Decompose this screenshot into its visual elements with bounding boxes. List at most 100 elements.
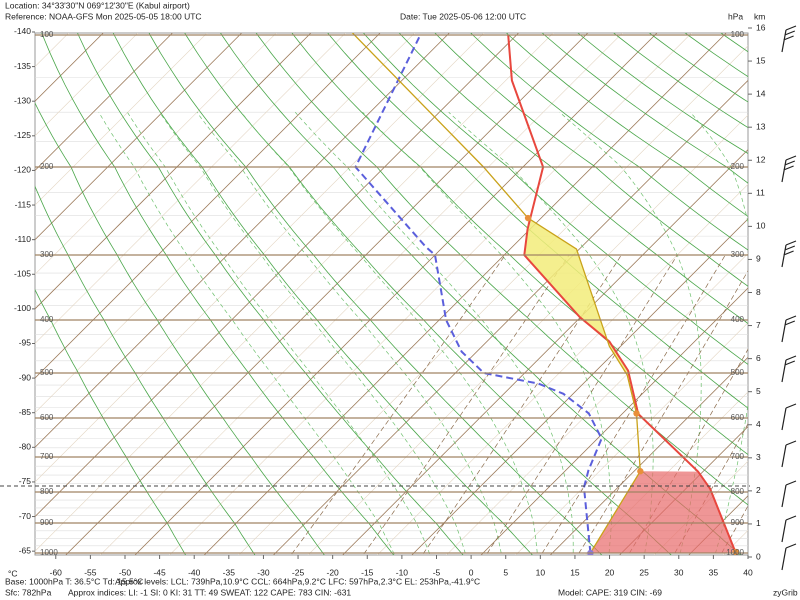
x-tick-label: 5 bbox=[503, 567, 508, 577]
y2-tick-label: 15 bbox=[756, 55, 766, 65]
isotherm bbox=[273, 79, 748, 555]
pressure-label-right: 500 bbox=[731, 368, 745, 377]
pressure-label: 300 bbox=[40, 250, 54, 259]
isotherm bbox=[238, 45, 748, 555]
x-tick-label: -55 bbox=[84, 567, 97, 577]
isotherm bbox=[35, 33, 554, 552]
isotherm bbox=[35, 33, 381, 379]
pressure-label: 200 bbox=[40, 162, 54, 171]
isotherm bbox=[35, 33, 450, 448]
y-tick-label: -110 bbox=[15, 234, 32, 244]
x-tick-label: 10 bbox=[536, 567, 546, 577]
y2-tick-label: 14 bbox=[756, 88, 766, 98]
wind-barb bbox=[781, 25, 797, 53]
y-tick-label: -140 bbox=[14, 26, 31, 36]
x-tick-label: -50 bbox=[119, 567, 132, 577]
isotherm bbox=[35, 33, 485, 483]
pressure-label-right: 900 bbox=[731, 518, 745, 527]
location: Location: 34°33'30"N 069°12'30"E (Kabul … bbox=[5, 0, 190, 10]
mixing-ratio bbox=[290, 254, 506, 555]
pressure-label: 900 bbox=[40, 518, 54, 527]
isotherm bbox=[515, 322, 748, 555]
date: Date: Tue 2025-05-06 12:00 UTC bbox=[400, 11, 526, 21]
y-tick-label: -70 bbox=[19, 511, 32, 521]
y2-tick-label: 4 bbox=[756, 419, 761, 429]
sfc-info: Sfc: 782hPa bbox=[5, 587, 52, 597]
wind-barb bbox=[781, 403, 797, 431]
profile-line bbox=[351, 33, 641, 554]
y2-tick-label: 1 bbox=[756, 518, 761, 528]
x-tick-label: 20 bbox=[605, 567, 615, 577]
level-marker bbox=[637, 468, 644, 475]
y2-tick-label: 2 bbox=[756, 485, 761, 495]
x-tick-label: -30 bbox=[257, 567, 270, 577]
y-tick-label: -135 bbox=[14, 61, 31, 71]
isotherm bbox=[35, 33, 139, 137]
y2-tick-label: 3 bbox=[756, 452, 761, 462]
isotherm bbox=[653, 460, 748, 555]
dry-adiabat bbox=[398, 33, 748, 325]
isotherm bbox=[35, 33, 346, 344]
y-tick-label: -120 bbox=[14, 165, 31, 175]
dry-adiabat bbox=[255, 33, 748, 506]
pressure-label-right: 600 bbox=[731, 413, 745, 422]
isotherm bbox=[35, 33, 519, 518]
isotherm bbox=[758, 33, 800, 555]
mixing-ratio bbox=[577, 270, 748, 555]
mixing-ratio bbox=[485, 254, 678, 555]
x-tick-label: 40 bbox=[743, 567, 753, 577]
y2-tick-label: 7 bbox=[756, 320, 761, 330]
x-tick-label: -10 bbox=[396, 567, 409, 577]
x-tick-label: -45 bbox=[153, 567, 166, 577]
isotherm bbox=[100, 33, 623, 555]
wind-barb bbox=[781, 355, 797, 383]
pressure-label: 1000 bbox=[40, 548, 58, 557]
isotherm bbox=[35, 33, 242, 241]
dry-adiabat bbox=[327, 33, 748, 409]
y2-tick-label: 6 bbox=[756, 353, 761, 363]
dry-adiabat bbox=[470, 33, 748, 251]
y2-tick-label: 11 bbox=[756, 188, 765, 198]
indices-info: Approx indices: LI: -1 SI: 0 KI: 31 TT: … bbox=[68, 587, 351, 597]
pressure-label: 600 bbox=[40, 413, 54, 422]
isotherm bbox=[35, 33, 277, 275]
dry-adiabat bbox=[434, 33, 748, 287]
y-tick-label: -125 bbox=[14, 130, 31, 140]
pressure-label: 500 bbox=[40, 368, 54, 377]
pressure-label: 700 bbox=[40, 452, 54, 461]
x-tick-label: -5 bbox=[433, 567, 441, 577]
mixing-ratio bbox=[720, 504, 748, 555]
dry-adiabat bbox=[291, 33, 748, 456]
profile-line bbox=[354, 34, 603, 554]
x-tick-label: 0 bbox=[469, 567, 474, 577]
pressure-label-right: 200 bbox=[731, 162, 745, 171]
reference: Reference: NOAA-GFS Mon 2025-05-05 18:00… bbox=[5, 11, 202, 21]
pressure-label-right: 800 bbox=[731, 487, 745, 496]
wind-barb bbox=[781, 515, 797, 543]
wind-barb bbox=[781, 543, 797, 571]
y-tick-label: -80 bbox=[19, 442, 32, 452]
x-tick-label: 35 bbox=[709, 567, 719, 577]
isotherm bbox=[480, 287, 748, 555]
x-tick-label: -60 bbox=[50, 567, 63, 577]
levels-info: Approx levels: LCL: 739hPa,10.9°C CCL: 6… bbox=[115, 576, 480, 586]
isotherm bbox=[65, 33, 589, 555]
profile-line bbox=[507, 34, 737, 554]
isotherm bbox=[203, 33, 727, 555]
y2-tick-label: 16 bbox=[756, 22, 766, 32]
wind-barbs bbox=[781, 25, 797, 571]
x-tick-label: -20 bbox=[327, 567, 340, 577]
wind-barb bbox=[781, 240, 797, 268]
isotherm bbox=[35, 33, 208, 206]
moist-adiabat bbox=[746, 112, 800, 567]
isotherm bbox=[35, 33, 415, 414]
mixing-ratio bbox=[540, 254, 726, 555]
isotherm bbox=[169, 33, 692, 555]
x-tick-label: -35 bbox=[223, 567, 236, 577]
y2-tick-label: 0 bbox=[756, 551, 761, 561]
mixing-ratio bbox=[362, 254, 570, 555]
wind-barb bbox=[781, 440, 797, 468]
y2-tick-label: 5 bbox=[756, 386, 761, 396]
pressure-label-right: 400 bbox=[731, 315, 745, 324]
